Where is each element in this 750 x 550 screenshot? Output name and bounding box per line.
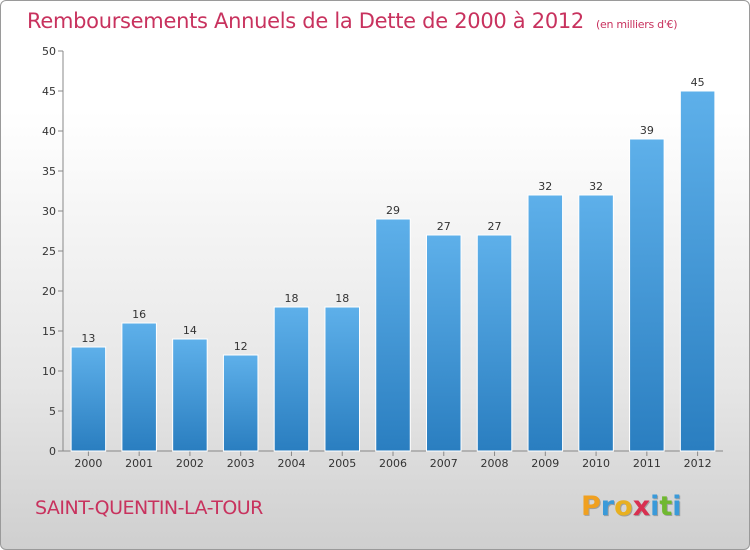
bar-2006 — [375, 218, 411, 452]
bar-2012 — [679, 90, 716, 452]
bar-2002 — [172, 338, 208, 452]
bar-chart: 0 5 10 15 20 25 30 35 40 45 50 2000 2001 2002 2003 2004… — [42, 45, 723, 470]
bar-2007 — [426, 234, 462, 452]
y-tick-label: 40 — [42, 125, 56, 138]
bar-2008 — [476, 234, 513, 452]
value-label-2012: 45 — [691, 76, 705, 89]
value-label-2000: 13 — [81, 332, 95, 345]
chart-axes: 0 5 10 15 20 25 30 35 40 45 50 2000 2001 2002 2003 2004… — [42, 45, 723, 470]
bar-2001 — [121, 322, 157, 452]
chart-value-labels: 13 16 14 12 18 18 29 27 27 32 32 39 45 — [81, 76, 704, 353]
y-tick-label: 50 — [42, 45, 56, 58]
x-tick-label: 2001 — [125, 457, 153, 470]
bar-2000 — [70, 346, 107, 452]
value-label-2005: 18 — [335, 292, 349, 305]
logo-letter: x — [632, 491, 651, 522]
x-tick-label: 2010 — [582, 457, 610, 470]
logo-letter: P — [581, 491, 601, 522]
y-tick-label: 5 — [49, 405, 56, 418]
logo-letter: i — [650, 491, 660, 522]
bar-2005 — [324, 306, 360, 452]
chart-bars — [70, 90, 716, 452]
chart-title-text: Remboursements Annuels de la Dette de 20… — [27, 9, 584, 33]
proxiti-logo: Proxiti — [581, 491, 682, 522]
x-tick-label: 2006 — [379, 457, 407, 470]
bar-2003 — [222, 354, 259, 452]
y-tick-label: 10 — [42, 365, 56, 378]
value-label-2008: 27 — [488, 220, 502, 233]
bar-2011 — [629, 138, 665, 452]
y-tick-label: 15 — [42, 325, 56, 338]
value-label-2006: 29 — [386, 204, 400, 217]
x-tick-label: 2002 — [176, 457, 204, 470]
logo-letter: o — [614, 491, 633, 522]
x-tick-label: 2009 — [531, 457, 559, 470]
y-tick-label: 20 — [42, 285, 56, 298]
logo-letter: i — [672, 491, 682, 522]
value-label-2004: 18 — [284, 292, 298, 305]
x-tick-label: 2011 — [633, 457, 661, 470]
value-label-2001: 16 — [132, 308, 146, 321]
x-tick-label: 2012 — [684, 457, 712, 470]
x-tick-label: 2000 — [74, 457, 102, 470]
chart-title: Remboursements Annuels de la Dette de 20… — [27, 9, 677, 33]
x-tick-label: 2008 — [481, 457, 509, 470]
x-tick-label: 2007 — [430, 457, 458, 470]
commune-name: SAINT-QUENTIN-LA-TOUR — [35, 497, 263, 519]
value-label-2002: 14 — [183, 324, 197, 337]
bar-2004 — [273, 306, 310, 452]
y-tick-label: 35 — [42, 165, 56, 178]
x-tick-label: 2003 — [227, 457, 255, 470]
chart-subtitle: (en milliers d'€) — [596, 18, 678, 31]
y-tick-label: 45 — [42, 85, 56, 98]
bar-2009 — [527, 194, 564, 452]
y-tick-label: 25 — [42, 245, 56, 258]
x-tick-label: 2005 — [328, 457, 356, 470]
y-tick-label: 0 — [49, 445, 56, 458]
x-tick-label: 2004 — [277, 457, 305, 470]
value-label-2007: 27 — [437, 220, 451, 233]
logo-letter: t — [659, 491, 673, 522]
logo-letter: r — [600, 491, 615, 522]
bar-2010 — [578, 194, 614, 452]
value-label-2011: 39 — [640, 124, 654, 137]
y-tick-label: 30 — [42, 205, 56, 218]
value-label-2009: 32 — [538, 180, 552, 193]
value-label-2003: 12 — [234, 340, 248, 353]
value-label-2010: 32 — [589, 180, 603, 193]
